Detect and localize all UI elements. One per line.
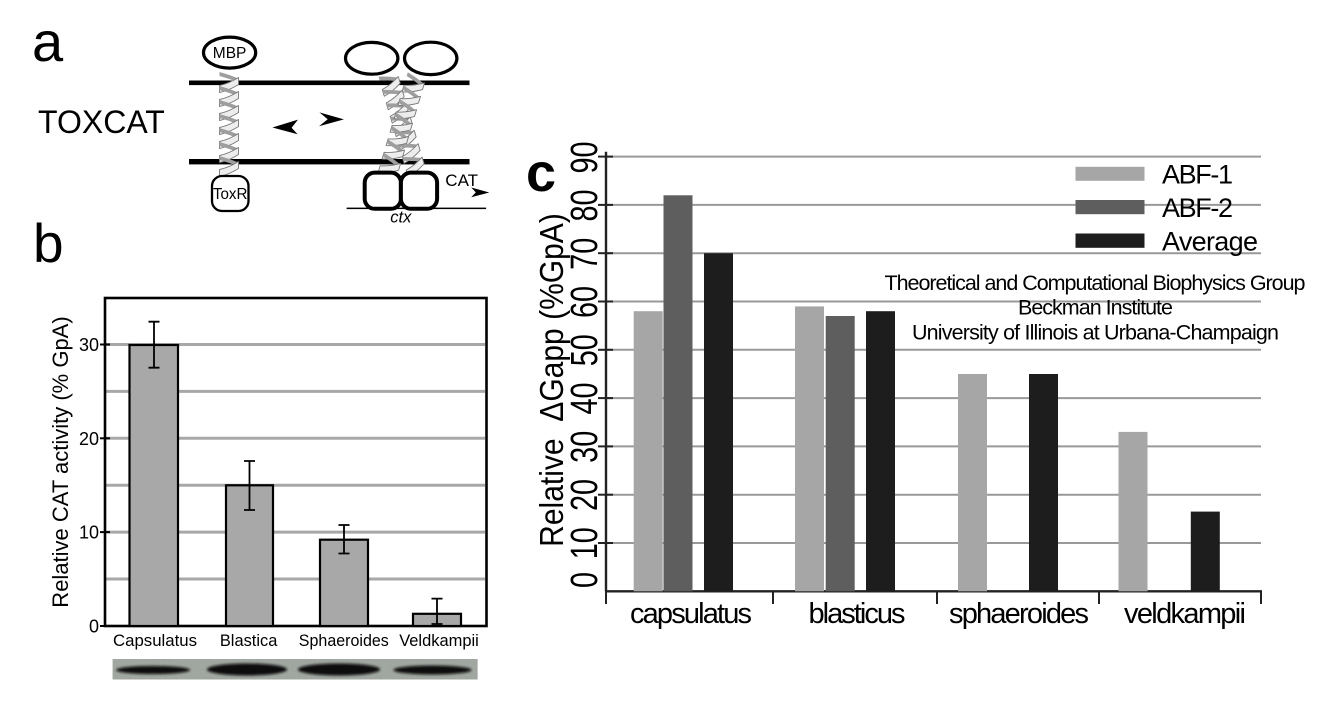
svg-text:50: 50 (563, 334, 606, 366)
svg-text:30: 30 (79, 335, 99, 355)
svg-text:blasticus: blasticus (809, 598, 906, 630)
svg-text:Relative ΔGapp (%GpA): Relative ΔGapp (%GpA) (533, 213, 571, 547)
svg-text:Average: Average (1162, 226, 1258, 256)
svg-text:ctx: ctx (390, 209, 412, 227)
svg-text:30: 30 (563, 431, 606, 463)
svg-text:MBP: MBP (213, 45, 247, 62)
svg-text:10: 10 (79, 523, 99, 543)
svg-text:sphaeroides: sphaeroides (949, 598, 1089, 630)
svg-text:0: 0 (563, 572, 606, 588)
svg-text:c: c (526, 143, 556, 203)
svg-text:Beckman Institute: Beckman Institute (1018, 296, 1173, 320)
svg-text:ToxR: ToxR (213, 186, 248, 203)
svg-text:60: 60 (563, 286, 606, 318)
svg-text:a: a (32, 10, 64, 73)
svg-text:20: 20 (563, 479, 606, 511)
svg-text:b: b (33, 212, 64, 274)
svg-text:70: 70 (563, 238, 606, 270)
svg-text:90: 90 (563, 141, 606, 173)
svg-text:Relative CAT activity (% GpA): Relative CAT activity (% GpA) (48, 316, 73, 607)
svg-text:Capsulatus: Capsulatus (113, 632, 197, 650)
svg-text:Veldkampii: Veldkampii (399, 632, 479, 650)
svg-text:ABF-2: ABF-2 (1162, 193, 1233, 223)
svg-text:ABF-1: ABF-1 (1162, 160, 1233, 190)
svg-text:CAT: CAT (445, 171, 478, 190)
svg-text:20: 20 (79, 429, 99, 449)
svg-text:veldkampii: veldkampii (1124, 598, 1246, 630)
svg-text:40: 40 (563, 382, 606, 414)
svg-text:Theoretical and Computational: Theoretical and Computational Biophysics… (885, 271, 1306, 295)
svg-text:capsulatus: capsulatus (630, 598, 752, 630)
svg-text:10: 10 (563, 527, 606, 559)
svg-text:University of Illinois at Urba: University of Illinois at Urbana-Champai… (912, 320, 1279, 344)
svg-text:Sphaeroides: Sphaeroides (299, 632, 389, 650)
svg-text:80: 80 (563, 189, 606, 221)
svg-text:TOXCAT: TOXCAT (38, 104, 165, 140)
svg-text:0: 0 (89, 616, 99, 636)
svg-text:Blastica: Blastica (220, 632, 278, 650)
